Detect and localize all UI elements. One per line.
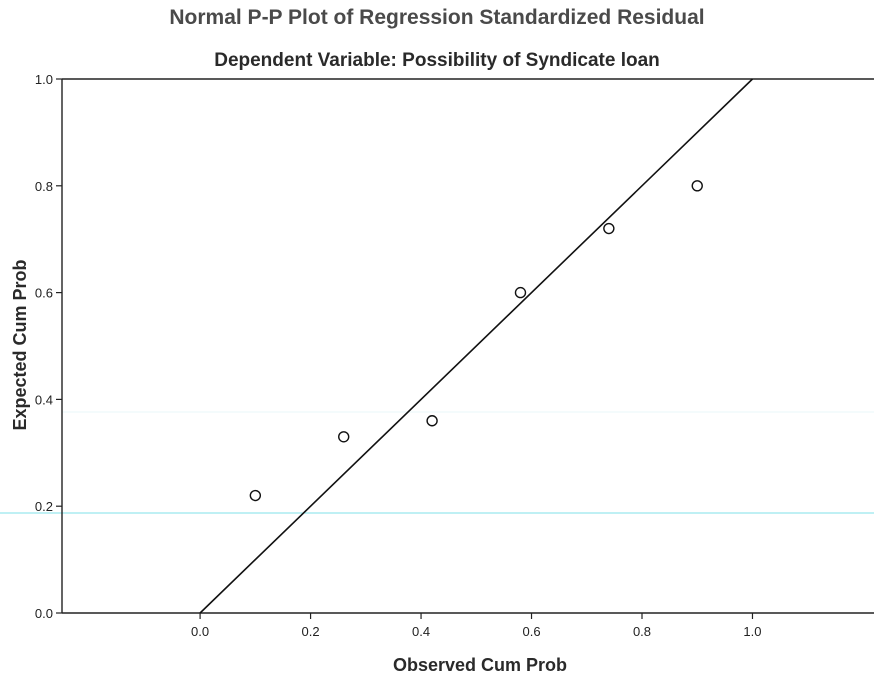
chart-subtitle: Dependent Variable: Possibility of Syndi…: [214, 50, 660, 71]
x-tick-label: 0.0: [191, 624, 209, 639]
chart-title: Normal P-P Plot of Regression Standardiz…: [169, 6, 705, 29]
axes: [61, 78, 874, 614]
x-tick-label: 0.8: [633, 624, 651, 639]
x-tick-label: 0.6: [522, 624, 540, 639]
y-tick-label: 0.2: [35, 499, 53, 514]
data-point-1: [249, 489, 262, 502]
data-point-5: [603, 222, 615, 235]
x-tick-label: 0.2: [302, 624, 320, 639]
data-point-4: [514, 286, 527, 299]
scan-artifact-layer: [0, 411, 874, 514]
reference-line: [199, 78, 754, 614]
y-tick-label: 0.8: [35, 179, 53, 194]
y-tick-label: 1.0: [35, 72, 53, 87]
x-tick-label: 1.0: [743, 624, 761, 639]
tick-layer: 0.0 0.2 0.4 0.6 0.8 1.0 0.0 0.2 0.4 0.6 0.8 1.0: [35, 72, 762, 639]
y-tick-label: 0.4: [35, 392, 53, 407]
reference-line-layer: [199, 78, 754, 614]
points-layer: [249, 180, 703, 502]
data-point-3: [426, 415, 438, 427]
y-tick-label: 0.0: [35, 606, 53, 621]
x-tick-label: 0.4: [412, 624, 430, 639]
x-axis-title: Observed Cum Prob: [393, 655, 567, 675]
data-point-6: [691, 180, 703, 192]
data-point-2: [338, 431, 350, 443]
y-tick-label: 0.6: [35, 286, 53, 301]
y-axis-title: Expected Cum Prob: [10, 259, 30, 430]
